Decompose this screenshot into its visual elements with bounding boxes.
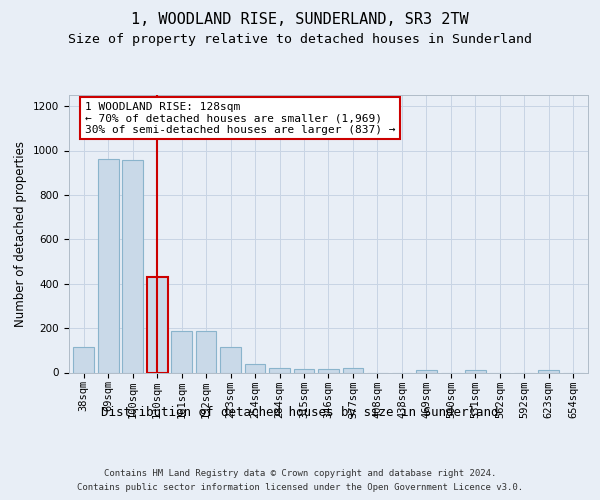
- Text: Size of property relative to detached houses in Sunderland: Size of property relative to detached ho…: [68, 32, 532, 46]
- Bar: [245, 364, 265, 372]
- Bar: [220, 347, 241, 372]
- Bar: [73, 347, 94, 372]
- Bar: [147, 277, 167, 372]
- Text: Contains public sector information licensed under the Open Government Licence v3: Contains public sector information licen…: [77, 484, 523, 492]
- Bar: [293, 368, 314, 372]
- Text: Distribution of detached houses by size in Sunderland: Distribution of detached houses by size …: [101, 406, 499, 419]
- Bar: [416, 370, 437, 372]
- Text: 1, WOODLAND RISE, SUNDERLAND, SR3 2TW: 1, WOODLAND RISE, SUNDERLAND, SR3 2TW: [131, 12, 469, 28]
- Y-axis label: Number of detached properties: Number of detached properties: [14, 141, 28, 327]
- Bar: [269, 368, 290, 372]
- Bar: [196, 332, 217, 372]
- Bar: [98, 160, 119, 372]
- Bar: [538, 370, 559, 372]
- Text: Contains HM Land Registry data © Crown copyright and database right 2024.: Contains HM Land Registry data © Crown c…: [104, 468, 496, 477]
- Bar: [465, 370, 486, 372]
- Bar: [171, 332, 192, 372]
- Bar: [318, 368, 339, 372]
- Bar: [122, 160, 143, 372]
- Text: 1 WOODLAND RISE: 128sqm
← 70% of detached houses are smaller (1,969)
30% of semi: 1 WOODLAND RISE: 128sqm ← 70% of detache…: [85, 102, 395, 135]
- Bar: [343, 368, 364, 372]
